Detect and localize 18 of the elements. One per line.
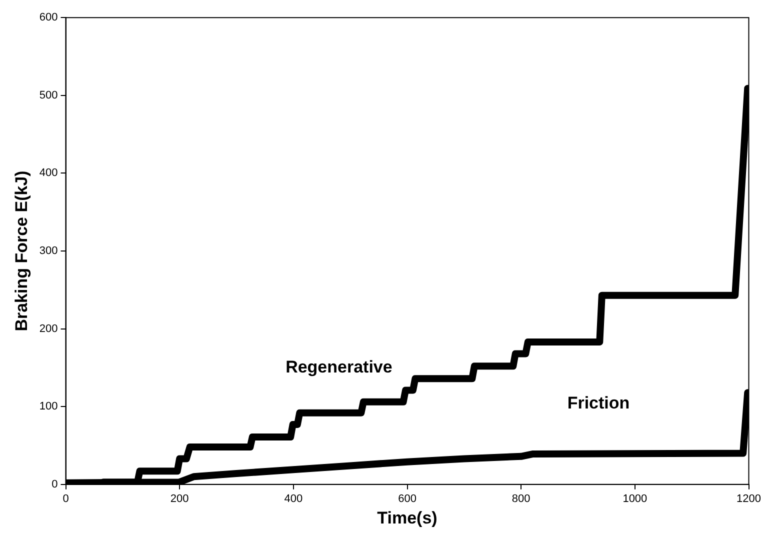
x-tick-label: 400 bbox=[284, 493, 303, 506]
y-tick-label: 100 bbox=[39, 400, 58, 413]
y-tick-label: 0 bbox=[52, 478, 58, 490]
x-tick-label: 1200 bbox=[736, 493, 762, 506]
series-label: Regenerative bbox=[286, 358, 392, 377]
x-tick-label: 1000 bbox=[622, 493, 648, 506]
y-tick-label: 400 bbox=[39, 167, 58, 180]
x-tick-label: 0 bbox=[62, 493, 69, 506]
y-tick-label: 200 bbox=[39, 322, 58, 335]
x-tick-label: 800 bbox=[512, 493, 530, 506]
y-tick-label: 600 bbox=[39, 12, 58, 24]
x-axis-title: Time(s) bbox=[377, 508, 438, 528]
y-tick-label: 500 bbox=[39, 89, 58, 102]
text: Friction bbox=[567, 394, 630, 413]
x-tick-label: 600 bbox=[398, 493, 416, 506]
y-axis-title: Braking Force E(kJ) bbox=[12, 170, 31, 332]
y-tick-label: 300 bbox=[39, 245, 58, 258]
x-tick-label: 200 bbox=[170, 493, 189, 506]
